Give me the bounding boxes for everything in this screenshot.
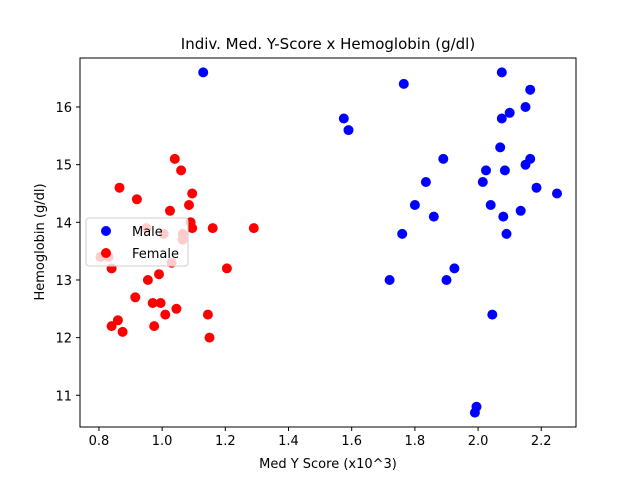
data-point-male-17 [487, 309, 498, 320]
data-point-male-3 [398, 78, 409, 89]
data-point-female-31 [221, 263, 232, 274]
data-point-male-20 [496, 113, 507, 124]
data-point-male-4 [384, 275, 395, 285]
data-point-male-13 [471, 401, 482, 412]
legend-label-female: Female [132, 247, 179, 262]
y-tick-label-4: 15 [55, 159, 72, 174]
data-point-female-11 [147, 298, 158, 308]
data-point-male-16 [485, 200, 496, 210]
data-point-male-25 [515, 205, 526, 216]
data-point-female-17 [165, 205, 175, 216]
data-point-female-26 [187, 188, 198, 199]
data-point-female-12 [149, 321, 160, 332]
data-point-female-16 [160, 309, 171, 320]
data-point-male-9 [438, 153, 449, 164]
data-point-male-22 [499, 165, 510, 176]
x-tick-label-5: 1.8 [405, 434, 426, 449]
data-point-male-0 [198, 67, 209, 78]
data-point-male-15 [481, 165, 491, 176]
data-point-male-10 [441, 275, 452, 285]
data-point-male-5 [397, 228, 408, 239]
x-axis-ticks: 0.8 1.0 1.2 1.4 1.6 1.8 2.0 2.2 [89, 427, 552, 449]
chart-title: Indiv. Med. Y-Score x Hemoglobin (g/dl) [181, 35, 475, 53]
x-tick-label-4: 1.6 [341, 434, 362, 449]
data-point-female-19 [169, 153, 180, 164]
legend-label-male: Male [132, 225, 163, 240]
x-tick-label-0: 0.8 [89, 434, 110, 449]
data-point-male-18 [495, 142, 506, 153]
data-point-male-26 [520, 102, 531, 112]
data-point-male-11 [449, 263, 460, 274]
y-axis-label: Hemoglobin (g/dl) [33, 183, 48, 300]
data-point-female-27 [187, 223, 198, 234]
y-tick-label-2: 13 [55, 274, 72, 289]
data-point-male-29 [525, 153, 536, 164]
data-point-male-31 [552, 188, 562, 199]
data-point-female-20 [171, 303, 182, 314]
data-point-male-1 [338, 113, 349, 124]
x-tick-label-3: 1.4 [278, 434, 299, 449]
data-point-male-7 [420, 177, 431, 187]
data-point-female-6 [117, 326, 128, 337]
data-point-female-24 [184, 200, 194, 210]
data-point-male-21 [498, 211, 509, 222]
data-point-female-30 [207, 223, 218, 234]
data-point-male-23 [501, 228, 512, 239]
data-point-female-28 [202, 309, 213, 320]
plot-frame [79, 57, 577, 428]
data-point-male-28 [525, 84, 536, 95]
legend-marker-male [101, 226, 111, 236]
data-point-female-21 [176, 165, 187, 176]
data-point-female-13 [154, 269, 164, 280]
data-point-female-8 [131, 194, 142, 205]
data-point-male-14 [477, 177, 488, 187]
y-axis-ticks: 11 12 13 14 15 16 [55, 101, 80, 404]
legend-box [85, 217, 189, 267]
x-tick-label-2: 1.2 [215, 434, 236, 449]
legend: Male Female [85, 217, 189, 267]
x-tick-label-7: 2.2 [531, 434, 552, 449]
data-point-female-4 [112, 315, 123, 326]
x-tick-label-6: 2.0 [468, 434, 489, 449]
data-point-female-10 [142, 275, 153, 285]
data-point-male-19 [496, 67, 507, 78]
data-point-female-29 [204, 332, 215, 343]
data-point-male-24 [504, 107, 515, 118]
data-point-male-8 [428, 211, 439, 222]
data-point-male-2 [343, 125, 354, 136]
data-point-female-5 [114, 182, 125, 193]
y-tick-label-0: 11 [55, 389, 72, 404]
data-point-female-3 [106, 321, 117, 332]
legend-marker-female [101, 248, 111, 258]
y-tick-label-3: 14 [55, 216, 72, 231]
x-tick-label-1: 1.0 [152, 434, 173, 449]
y-tick-label-1: 12 [55, 332, 72, 347]
data-point-female-32 [248, 223, 259, 234]
x-axis-label: Med Y Score (x10^3) [259, 457, 397, 472]
data-point-female-7 [130, 292, 141, 303]
data-point-male-30 [531, 182, 542, 193]
y-tick-label-5: 16 [55, 101, 72, 116]
data-point-male-6 [409, 200, 420, 210]
data-point-female-14 [155, 298, 166, 308]
